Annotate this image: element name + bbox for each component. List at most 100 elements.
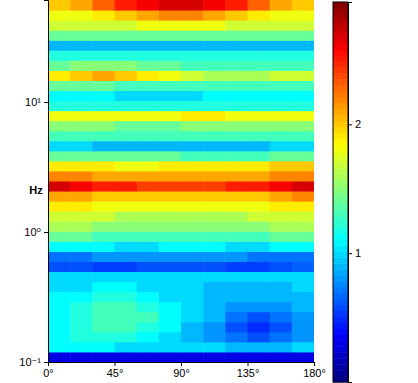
heatmap-cell: [159, 241, 182, 252]
heatmap-cell: [115, 352, 138, 362]
heatmap-cell: [248, 211, 271, 222]
chart: 0°45°90°135°180°10⁻¹10⁰10¹Hz12: [0, 0, 418, 383]
heatmap-cell: [248, 111, 271, 122]
heatmap-cell: [225, 70, 248, 81]
heatmap-cell: [203, 221, 226, 232]
heatmap-cell: [181, 101, 204, 112]
heatmap-cell: [203, 0, 226, 11]
heatmap-cell: [48, 30, 71, 41]
x-tick-label: 90°: [173, 367, 190, 379]
heatmap-cell: [225, 231, 248, 242]
heatmap-cell: [225, 261, 248, 272]
heatmap-cell: [270, 30, 293, 41]
heatmap-cell: [181, 191, 204, 202]
heatmap-cell: [225, 332, 248, 343]
heatmap-cell: [203, 141, 226, 152]
heatmap-cell: [137, 251, 160, 262]
heatmap-cell: [70, 10, 93, 21]
heatmap-cell: [137, 272, 160, 283]
heatmap-cell: [270, 332, 293, 343]
heatmap-cell: [270, 221, 293, 232]
heatmap-cell: [159, 322, 182, 333]
x-tick-mark: [181, 362, 182, 366]
colorbar-step: [333, 109, 348, 115]
heatmap-cell: [115, 211, 138, 222]
cells: [48, 0, 314, 362]
heatmap-cell: [70, 70, 93, 81]
x-tick: 0°: [43, 362, 54, 379]
colorbar-axis-line: [349, 3, 353, 383]
heatmap-cell: [181, 272, 204, 283]
heatmap-cell: [137, 50, 160, 61]
colorbar-step: [333, 139, 348, 145]
heatmap-cell: [48, 332, 71, 343]
heatmap-cell: [48, 352, 71, 362]
heatmap-cell: [203, 312, 226, 323]
heatmap-cell: [292, 332, 314, 343]
heatmap-cell: [248, 181, 271, 192]
heatmap-cell: [48, 151, 71, 162]
heatmap-cell: [48, 251, 71, 262]
heatmap-cell: [70, 20, 93, 31]
heatmap-cell: [115, 40, 138, 51]
heatmap-cell: [270, 10, 293, 21]
y-tick: 10¹: [25, 96, 48, 108]
heatmap-cell: [159, 80, 182, 91]
colorbar-step: [333, 204, 348, 210]
heatmap-cell: [70, 50, 93, 61]
heatmap-cell: [159, 131, 182, 142]
colorbar-step: [333, 97, 348, 103]
colorbar-step: [333, 228, 348, 234]
heatmap-cell: [203, 251, 226, 262]
heatmap-cell: [159, 201, 182, 212]
heatmap-cell: [203, 80, 226, 91]
heatmap-cell: [159, 161, 182, 172]
heatmap-cell: [137, 312, 160, 323]
heatmap-cell: [70, 241, 93, 252]
heatmap-cell: [48, 50, 71, 61]
heatmap-cell: [181, 30, 204, 41]
heatmap-cell: [159, 332, 182, 343]
heatmap-cell: [159, 151, 182, 162]
heatmap-cell: [225, 40, 248, 51]
heatmap-cell: [270, 352, 293, 362]
heatmap-cell: [225, 91, 248, 102]
colorbar-step: [333, 263, 348, 269]
y-tick-mark: [44, 232, 48, 233]
heatmap-cell: [159, 261, 182, 272]
heatmap-cell: [92, 131, 115, 142]
heatmap-cell: [70, 91, 93, 102]
heatmap-cell: [203, 20, 226, 31]
heatmap-cell: [248, 101, 271, 112]
heatmap-cell: [203, 131, 226, 142]
colorbar-step: [333, 234, 348, 240]
heatmap-cell: [270, 312, 293, 323]
heatmap-cell: [92, 30, 115, 41]
x-tick-mark: [248, 362, 249, 366]
heatmap-cell: [92, 10, 115, 21]
heatmap-cell: [92, 322, 115, 333]
colorbar-step: [333, 364, 348, 370]
heatmap-cell: [137, 10, 160, 21]
heatmap-cell: [292, 201, 314, 212]
heatmap-cell: [159, 312, 182, 323]
heatmap-cell: [203, 352, 226, 362]
heatmap-cell: [292, 80, 314, 91]
colorbar-step: [333, 103, 348, 109]
heatmap-cell: [137, 111, 160, 122]
heatmap-cell: [159, 342, 182, 353]
heatmap-cell: [115, 0, 138, 11]
x-tick: 45°: [107, 362, 124, 379]
colorbar-tick-mark: [348, 124, 352, 125]
heatmap-cell: [225, 282, 248, 293]
heatmap-cell: [48, 221, 71, 232]
colorbar-step: [333, 352, 348, 358]
heatmap-cell: [137, 352, 160, 362]
heatmap-cell: [225, 171, 248, 182]
colorbar-step: [333, 275, 348, 281]
heatmap-cell: [48, 70, 71, 81]
heatmap-cell: [92, 282, 115, 293]
heatmap-cell: [292, 261, 314, 272]
heatmap-cell: [70, 30, 93, 41]
heatmap-cell: [70, 221, 93, 232]
